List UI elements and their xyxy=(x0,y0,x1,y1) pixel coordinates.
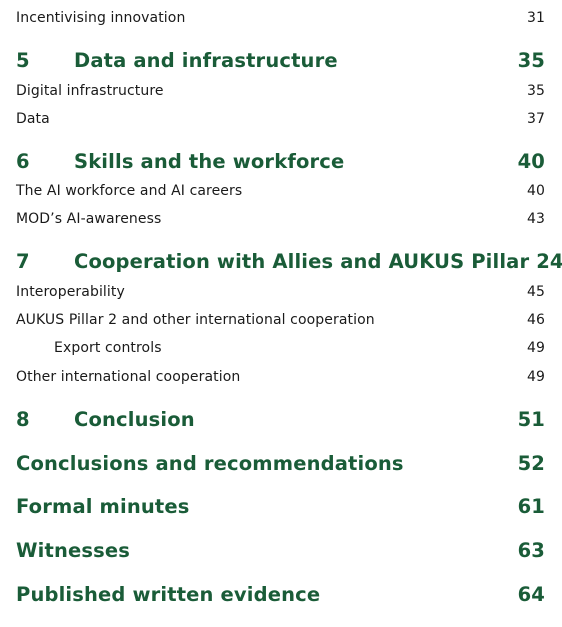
toc-entry-page: 46 xyxy=(526,312,545,328)
toc-entry-title: Data xyxy=(16,111,50,127)
toc-section-title: Conclusions and recommendations xyxy=(16,452,404,475)
toc-chapter-page: 51 xyxy=(517,408,545,431)
toc-chapter-6[interactable]: 6 Skills and the workforce 40 xyxy=(16,150,545,173)
toc-section-title: Witnesses xyxy=(16,539,131,562)
toc-entry-data[interactable]: Data 37 xyxy=(16,111,545,127)
toc-entry-title: Interoperability xyxy=(16,284,125,300)
toc-entry-title: AUKUS Pillar 2 and other international c… xyxy=(16,312,375,328)
toc-section-page: 64 xyxy=(517,583,545,606)
toc-section-title: Published written evidence xyxy=(16,583,321,606)
toc-entry-title: Digital infrastructure xyxy=(16,83,164,99)
toc-entry-ai-workforce[interactable]: The AI workforce and AI careers 40 xyxy=(16,183,545,199)
toc-section-published-written-evidence[interactable]: Published written evidence 64 xyxy=(16,583,545,606)
toc-entry-title: Other international cooperation xyxy=(16,369,241,385)
toc-chapter-page: 40 xyxy=(517,150,545,173)
toc-entry-page: 35 xyxy=(526,83,545,99)
toc-section-conclusions-and-recommendations[interactable]: Conclusions and recommendations 52 xyxy=(16,452,545,475)
toc-entry-page: 49 xyxy=(526,369,545,385)
toc-section-page: 61 xyxy=(517,495,545,518)
toc-entry-title: The AI workforce and AI careers xyxy=(16,183,243,199)
toc-entry-title: Incentivising innovation xyxy=(16,10,186,26)
toc-entry-page: 31 xyxy=(526,10,545,26)
toc-entry-digital-infrastructure[interactable]: Digital infrastructure 35 xyxy=(16,83,545,99)
toc-entry-page: 45 xyxy=(526,284,545,300)
toc-chapter-title: Data and infrastructure xyxy=(74,49,338,72)
toc-section-formal-minutes[interactable]: Formal minutes 61 xyxy=(16,495,545,518)
toc-chapter-number: 8 xyxy=(16,408,30,431)
toc-entry-title: MOD’s AI-awareness xyxy=(16,211,162,227)
toc-entry-title: Export controls xyxy=(54,340,162,356)
toc-chapter-5[interactable]: 5 Data and infrastructure 35 xyxy=(16,49,545,72)
toc-entry-page: 43 xyxy=(526,211,545,227)
toc-chapter-page: 45 xyxy=(549,250,562,273)
toc-entry-aukus-pillar-2[interactable]: AUKUS Pillar 2 and other international c… xyxy=(16,312,545,328)
toc-section-witnesses[interactable]: Witnesses 63 xyxy=(16,539,545,562)
toc-chapter-page: 35 xyxy=(517,49,545,72)
toc-entry-page: 40 xyxy=(526,183,545,199)
toc-chapter-number: 5 xyxy=(16,49,30,72)
toc-entry-incentivising-innovation[interactable]: Incentivising innovation 31 xyxy=(16,10,545,26)
toc-chapter-8[interactable]: 8 Conclusion 51 xyxy=(16,408,545,431)
toc-chapter-title: Skills and the workforce xyxy=(74,150,345,173)
toc-chapter-title: Conclusion xyxy=(74,408,195,431)
toc-chapter-7[interactable]: 7 Cooperation with Allies and AUKUS Pill… xyxy=(16,250,562,273)
toc-section-page: 52 xyxy=(517,452,545,475)
toc-entry-page: 37 xyxy=(526,111,545,127)
toc-entry-export-controls[interactable]: Export controls 49 xyxy=(16,340,545,356)
toc-entry-interoperability[interactable]: Interoperability 45 xyxy=(16,284,545,300)
toc-section-title: Formal minutes xyxy=(16,495,190,518)
toc-chapter-number: 7 xyxy=(16,250,30,273)
toc-entry-page: 49 xyxy=(526,340,545,356)
toc-section-page: 63 xyxy=(517,539,545,562)
toc-entry-mod-ai-awareness[interactable]: MOD’s AI-awareness 43 xyxy=(16,211,545,227)
toc-chapter-title: Cooperation with Allies and AUKUS Pillar… xyxy=(74,250,550,273)
toc-chapter-number: 6 xyxy=(16,150,30,173)
toc-entry-other-international-cooperation[interactable]: Other international cooperation 49 xyxy=(16,369,545,385)
